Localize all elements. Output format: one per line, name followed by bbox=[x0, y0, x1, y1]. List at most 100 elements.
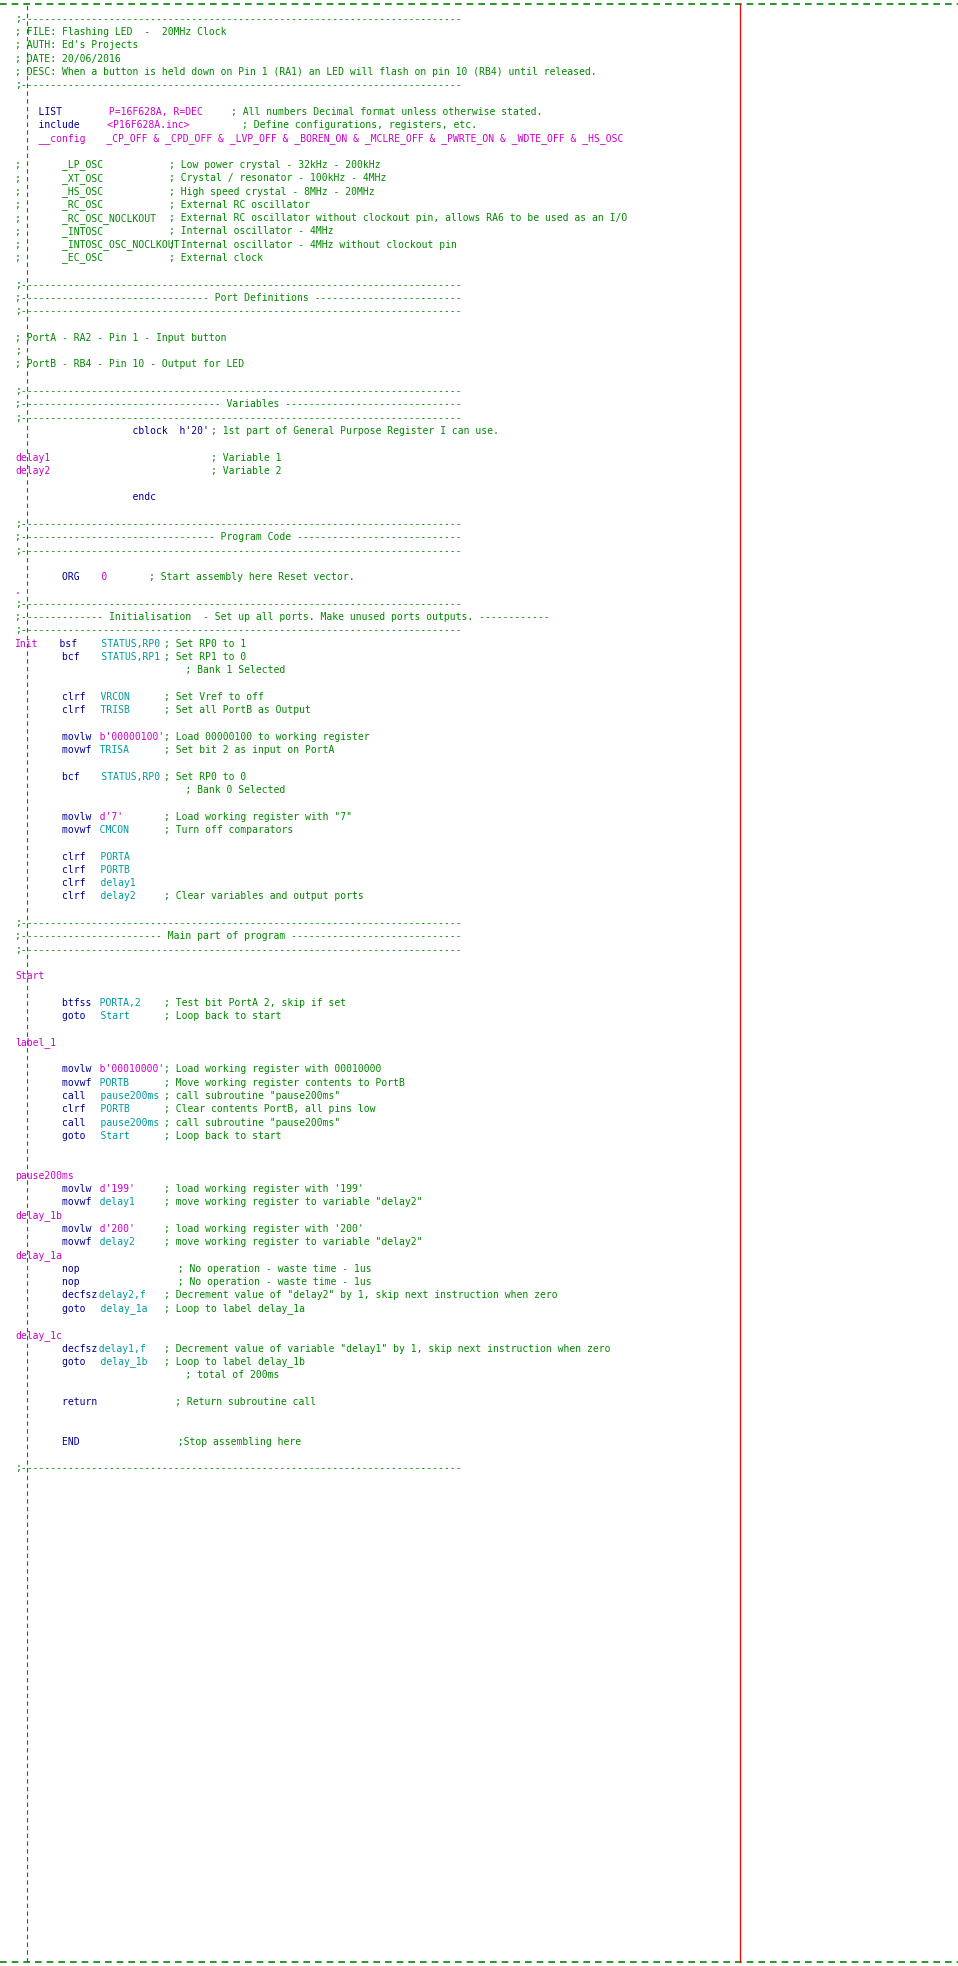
Text: ;---------------------------------------------------------------------------: ;---------------------------------------… bbox=[15, 600, 462, 609]
Text: ; Variable 2: ; Variable 2 bbox=[211, 466, 282, 476]
Text: btfss: btfss bbox=[15, 999, 91, 1009]
Text: delay2,f: delay2,f bbox=[87, 1290, 175, 1300]
Text: delay1: delay1 bbox=[77, 879, 135, 889]
Text: ;: ; bbox=[15, 346, 21, 356]
Text: ; No operation - waste time - 1us: ; No operation - waste time - 1us bbox=[72, 1278, 372, 1288]
Text: delay_1b: delay_1b bbox=[15, 1211, 62, 1221]
Text: ; Load working register with "7": ; Load working register with "7" bbox=[165, 812, 353, 822]
Text: d'7': d'7' bbox=[82, 812, 176, 822]
Text: ; Turn off comparators: ; Turn off comparators bbox=[165, 826, 293, 836]
Text: movlw: movlw bbox=[15, 812, 91, 822]
Text: nop: nop bbox=[15, 1278, 80, 1288]
Text: VRCON: VRCON bbox=[77, 692, 176, 702]
Text: return: return bbox=[15, 1396, 98, 1408]
Text: 0: 0 bbox=[72, 572, 160, 582]
Text: movlw: movlw bbox=[15, 1184, 91, 1193]
Text: __config: __config bbox=[15, 134, 85, 144]
Text: ; Crystal / resonator - 100kHz - 4MHz: ; Crystal / resonator - 100kHz - 4MHz bbox=[170, 173, 387, 183]
Text: ; Load working register with 00010000: ; Load working register with 00010000 bbox=[165, 1064, 381, 1073]
Text: ; PortB - RB4 - Pin 10 - Output for LED: ; PortB - RB4 - Pin 10 - Output for LED bbox=[15, 360, 244, 370]
Text: endc: endc bbox=[15, 492, 156, 503]
Text: include: include bbox=[15, 120, 80, 130]
Text: movwf: movwf bbox=[15, 1237, 91, 1246]
Text: clrf: clrf bbox=[15, 706, 85, 716]
Text: ; load working register with '199': ; load working register with '199' bbox=[165, 1184, 364, 1193]
Text: ;       _INTOSC: ; _INTOSC bbox=[15, 226, 192, 236]
Text: clrf: clrf bbox=[15, 865, 85, 875]
Text: goto: goto bbox=[15, 1303, 85, 1313]
Text: ;---------------------------------------------------------------------------: ;---------------------------------------… bbox=[15, 519, 462, 529]
Text: ; External clock: ; External clock bbox=[170, 254, 263, 263]
Text: delay_1c: delay_1c bbox=[15, 1329, 62, 1341]
Text: movlw: movlw bbox=[15, 1064, 91, 1073]
Text: ; Loop back to start: ; Loop back to start bbox=[165, 1011, 282, 1020]
Text: ;---------------------------------------------------------------------------: ;---------------------------------------… bbox=[15, 625, 462, 635]
Text: ; All numbers Decimal format unless otherwise stated.: ; All numbers Decimal format unless othe… bbox=[231, 106, 542, 116]
Text: call: call bbox=[15, 1091, 85, 1101]
Text: ;---------------------------------------------------------------------------: ;---------------------------------------… bbox=[15, 413, 462, 423]
Text: delay2: delay2 bbox=[82, 1237, 176, 1246]
Text: movlw: movlw bbox=[15, 731, 91, 741]
Text: ; Low power crystal - 32kHz - 200kHz: ; Low power crystal - 32kHz - 200kHz bbox=[170, 159, 381, 169]
Text: ; move working register to variable "delay2": ; move working register to variable "del… bbox=[165, 1197, 422, 1207]
Text: PORTB: PORTB bbox=[82, 1077, 176, 1087]
Text: ; AUTH: Ed's Projects: ; AUTH: Ed's Projects bbox=[15, 39, 138, 51]
Text: ; Bank 1 Selected: ; Bank 1 Selected bbox=[15, 665, 285, 676]
Text: ;Stop assembling here: ;Stop assembling here bbox=[72, 1437, 301, 1447]
Text: clrf: clrf bbox=[15, 692, 85, 702]
Text: ;       _HS_OSC: ; _HS_OSC bbox=[15, 187, 192, 197]
Text: d'200': d'200' bbox=[82, 1225, 176, 1235]
Text: movwf: movwf bbox=[15, 1197, 91, 1207]
Text: P=16F628A, R=DEC: P=16F628A, R=DEC bbox=[57, 106, 256, 116]
Text: ; Decrement value of variable "delay1" by 1, skip next instruction when zero: ; Decrement value of variable "delay1" b… bbox=[165, 1343, 611, 1355]
Text: END: END bbox=[15, 1437, 80, 1447]
Text: ; Clear variables and output ports: ; Clear variables and output ports bbox=[165, 891, 364, 902]
Text: ; call subroutine "pause200ms": ; call subroutine "pause200ms" bbox=[165, 1117, 341, 1128]
Text: pause200ms: pause200ms bbox=[77, 1091, 176, 1101]
Text: delay1: delay1 bbox=[82, 1197, 176, 1207]
Text: b'00010000': b'00010000' bbox=[82, 1064, 176, 1073]
Text: ;       _LP_OSC: ; _LP_OSC bbox=[15, 159, 192, 171]
Text: _CP_OFF & _CPD_OFF & _LVP_OFF & _BOREN_ON & _MCLRE_OFF & _PWRTE_ON & _WDTE_OFF &: _CP_OFF & _CPD_OFF & _LVP_OFF & _BOREN_O… bbox=[77, 134, 623, 144]
Text: ; Set RP0 to 1: ; Set RP0 to 1 bbox=[165, 639, 246, 649]
Text: ; Loop to label delay_1a: ; Loop to label delay_1a bbox=[165, 1303, 306, 1313]
Text: clrf: clrf bbox=[15, 891, 85, 902]
Text: ; load working register with '200': ; load working register with '200' bbox=[165, 1225, 364, 1235]
Text: ; DESC: When a button is held down on Pin 1 (RA1) an LED will flash on pin 10 (R: ; DESC: When a button is held down on Pi… bbox=[15, 67, 597, 77]
Text: ; Loop back to start: ; Loop back to start bbox=[165, 1130, 282, 1140]
Text: ;---------------------------------------------------------------------------: ;---------------------------------------… bbox=[15, 918, 462, 928]
Text: ; Set RP1 to 0: ; Set RP1 to 0 bbox=[165, 653, 246, 663]
Text: delay1: delay1 bbox=[15, 452, 50, 462]
Text: bcf: bcf bbox=[15, 773, 80, 782]
Text: ;       _RC_OSC_NOCLKOUT: ; _RC_OSC_NOCLKOUT bbox=[15, 212, 192, 224]
Text: ; DATE: 20/06/2016: ; DATE: 20/06/2016 bbox=[15, 53, 121, 63]
Text: STATUS,RP1: STATUS,RP1 bbox=[72, 653, 177, 663]
Text: ;---------------------------------------------------------------------------: ;---------------------------------------… bbox=[15, 279, 462, 289]
Text: ; Load 00000100 to working register: ; Load 00000100 to working register bbox=[165, 731, 370, 741]
Text: pause200ms: pause200ms bbox=[15, 1170, 74, 1182]
Text: ;       _XT_OSC: ; _XT_OSC bbox=[15, 173, 192, 183]
Text: ;---------------------------------- Variables ------------------------------: ;---------------------------------- Vari… bbox=[15, 399, 462, 409]
Text: PORTA,2: PORTA,2 bbox=[82, 999, 176, 1009]
Text: ;---------------------------------------------------------------------------: ;---------------------------------------… bbox=[15, 1463, 462, 1473]
Text: Start: Start bbox=[77, 1130, 176, 1140]
Text: ; Move working register contents to PortB: ; Move working register contents to Port… bbox=[165, 1077, 405, 1087]
Text: ;       _RC_OSC: ; _RC_OSC bbox=[15, 199, 192, 210]
Text: ;       _INTOSC_OSC_NOCLKOUT: ; _INTOSC_OSC_NOCLKOUT bbox=[15, 240, 192, 250]
Text: delay2: delay2 bbox=[15, 466, 50, 476]
Text: ;------------------------ Main part of program -----------------------------: ;------------------------ Main part of p… bbox=[15, 932, 462, 942]
Text: Init: Init bbox=[15, 639, 38, 649]
Text: ; Decrement value of "delay2" by 1, skip next instruction when zero: ; Decrement value of "delay2" by 1, skip… bbox=[165, 1290, 558, 1300]
Text: decfsz: decfsz bbox=[15, 1343, 98, 1355]
Text: ;---------------------------------------------------------------------------: ;---------------------------------------… bbox=[15, 547, 462, 556]
Text: PORTB: PORTB bbox=[77, 1105, 176, 1115]
Text: ;---------------------------------------------------------------------------: ;---------------------------------------… bbox=[15, 307, 462, 317]
Text: clrf: clrf bbox=[15, 1105, 85, 1115]
Text: ; Loop to label delay_1b: ; Loop to label delay_1b bbox=[165, 1357, 306, 1368]
Text: ; PortA - RA2 - Pin 1 - Input button: ; PortA - RA2 - Pin 1 - Input button bbox=[15, 332, 226, 342]
Text: nop: nop bbox=[15, 1264, 80, 1274]
Text: Start: Start bbox=[77, 1011, 176, 1020]
Text: ;---------------------------------------------------------------------------: ;---------------------------------------… bbox=[15, 14, 462, 24]
Text: ; Set bit 2 as input on PortA: ; Set bit 2 as input on PortA bbox=[165, 745, 334, 755]
Text: goto: goto bbox=[15, 1011, 85, 1020]
